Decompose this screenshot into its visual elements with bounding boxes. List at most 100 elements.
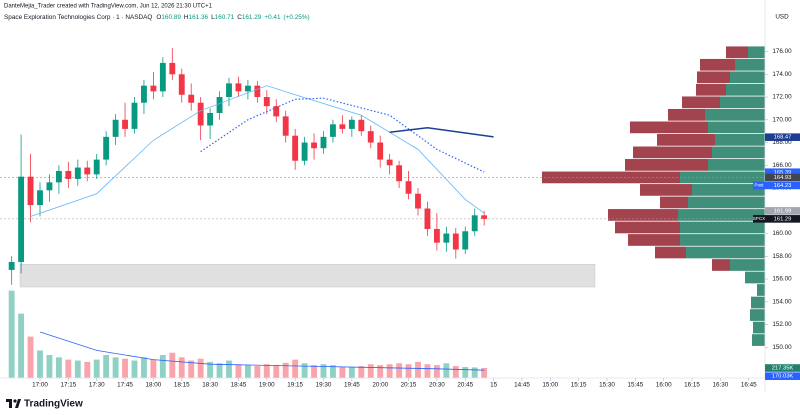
price-tag-label: 165.39	[774, 170, 792, 176]
x-tick-label: 19:30	[316, 382, 332, 389]
candle-body	[235, 83, 242, 92]
candle-body	[348, 119, 355, 129]
x-tick-label: 17:45	[117, 382, 133, 389]
candle-body	[150, 85, 157, 92]
volume-bar	[216, 363, 223, 378]
volume-bar	[358, 366, 365, 378]
volume-bar	[244, 365, 251, 378]
volume-bar	[396, 363, 403, 378]
price-tag	[765, 168, 800, 177]
profile-up	[751, 296, 765, 309]
volume-bar	[263, 364, 270, 378]
x-tick-label: 15:45	[627, 382, 643, 389]
candle-body	[433, 228, 440, 243]
profile-up	[726, 83, 765, 96]
profile-down	[615, 221, 680, 234]
profile-up	[686, 246, 765, 259]
volume-bar	[377, 365, 384, 378]
price-zone	[19, 264, 596, 288]
candle-body	[330, 124, 336, 137]
volume-bar	[462, 366, 469, 378]
change-value: (+0.25%)	[284, 14, 310, 21]
volume-bar	[226, 360, 232, 378]
candle-body	[159, 62, 166, 92]
candle-body	[263, 97, 270, 107]
price-tag	[765, 133, 800, 141]
volume-tag	[765, 372, 800, 380]
x-tick-label: 14:45	[514, 382, 530, 389]
profile-up	[752, 334, 765, 346]
x-tick-label: 17:30	[89, 382, 105, 389]
volume-bar	[93, 359, 100, 378]
profile-up	[708, 159, 765, 171]
x-tick-label: 19:00	[259, 382, 275, 389]
candle-body	[169, 62, 176, 75]
volume-bar	[330, 365, 336, 378]
price-tag-label: 161.29	[774, 216, 792, 222]
volume-bar	[367, 364, 374, 378]
x-tick-label: 18:15	[174, 382, 190, 389]
ohlc-value: 161.36	[189, 14, 209, 21]
price-tag-label: 161.99	[774, 208, 792, 214]
candle-body	[405, 181, 412, 194]
candle-body	[46, 182, 53, 191]
moving-average	[389, 126, 494, 138]
volume-bar	[141, 357, 147, 378]
volume-bar	[18, 313, 25, 378]
volume-bar	[169, 352, 176, 378]
profile-up	[753, 321, 765, 334]
volume-bar	[339, 366, 346, 378]
candle-body	[320, 136, 327, 149]
profile-up	[750, 309, 765, 321]
profile-down	[633, 146, 712, 159]
y-tick-label: 156.00	[772, 276, 792, 283]
y-tick-label: 174.00	[772, 71, 792, 78]
profile-up	[735, 58, 765, 71]
profile-up	[720, 96, 765, 109]
candle-body	[27, 176, 34, 206]
ohlc-key: C	[237, 14, 242, 21]
y-tick-label: 160.00	[772, 230, 792, 237]
profile-down	[608, 209, 678, 221]
profile-down	[657, 134, 715, 146]
profile-up	[680, 171, 765, 184]
profile-down	[700, 58, 735, 71]
candle-body	[188, 94, 195, 103]
candle-body	[424, 208, 431, 229]
volume-bar	[197, 358, 204, 378]
profile-up	[708, 121, 765, 134]
price-tag	[765, 215, 800, 223]
symbol-name: Space Exploration Technologies Corp · 1 …	[4, 14, 152, 21]
price-tag	[765, 173, 800, 182]
profile-up	[712, 146, 765, 159]
profile-up	[692, 184, 765, 196]
candle-body	[396, 165, 403, 182]
volume-bar	[122, 358, 128, 378]
profile-down	[542, 171, 680, 184]
price-tag	[765, 207, 800, 215]
candle-body	[301, 142, 308, 161]
candle-body	[55, 170, 62, 183]
y-tick-label: 168.00	[772, 139, 792, 146]
candle-body	[358, 119, 365, 132]
y-tick-label: 158.00	[772, 253, 792, 260]
profile-down	[660, 196, 688, 209]
candle-body	[462, 231, 469, 250]
x-tick-label: 18:30	[202, 382, 218, 389]
candle-body	[244, 85, 251, 92]
profile-down	[682, 96, 720, 109]
x-tick-label: 19:15	[287, 382, 303, 389]
volume-bar	[37, 350, 43, 378]
profile-up	[688, 196, 765, 209]
y-tick-label: 154.00	[772, 298, 792, 305]
volume-ma	[39, 331, 485, 371]
profile-up	[730, 71, 765, 84]
candle-body	[311, 142, 317, 149]
y-tick-label: 152.00	[772, 321, 792, 328]
candle-body	[282, 116, 289, 136]
volume-bar	[207, 361, 214, 378]
volume-bar	[178, 357, 185, 378]
plot-area	[0, 46, 765, 378]
ohlc-value: 160.71	[215, 14, 235, 21]
profile-down	[640, 184, 692, 196]
